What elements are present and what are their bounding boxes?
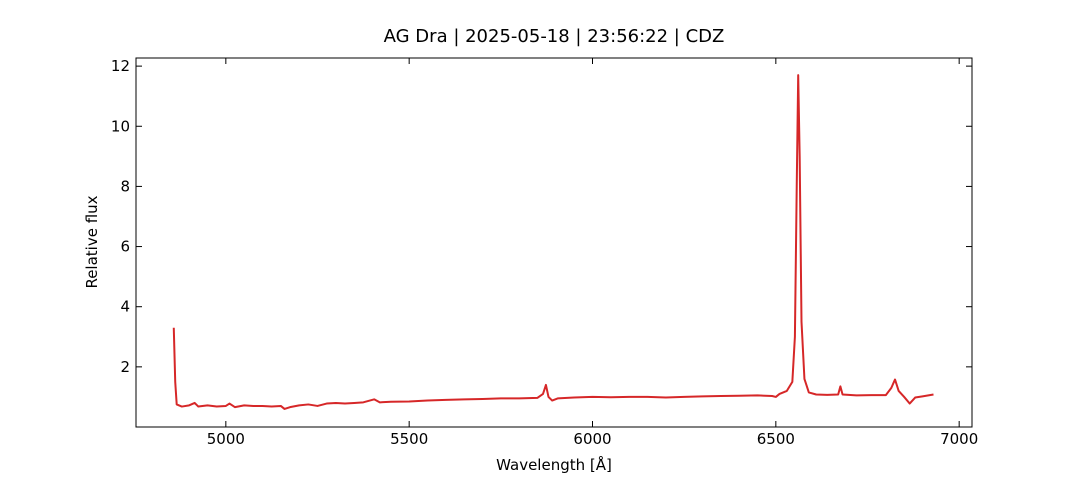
y-tick-label: 6: [120, 238, 130, 256]
y-tick-label: 8: [120, 177, 130, 195]
y-axis-label: Relative flux: [83, 195, 101, 288]
x-tick-label: 6500: [757, 430, 795, 448]
spectrum-line: [172, 74, 934, 410]
chart-title: AG Dra | 2025-05-18 | 23:56:22 | CDZ: [384, 26, 725, 47]
x-tick-label: 7000: [940, 430, 978, 448]
y-tick-label: 10: [111, 117, 130, 135]
y-tick-label: 4: [120, 298, 130, 316]
y-tick-label: 2: [120, 358, 130, 376]
x-tick-label: 5000: [207, 430, 245, 448]
x-axis-label: Wavelength [Å]: [496, 455, 612, 474]
plot-frame: [135, 57, 973, 428]
x-tick-label: 5500: [390, 430, 428, 448]
x-tick-label: 6000: [573, 430, 611, 448]
y-tick-label: 12: [111, 57, 130, 75]
